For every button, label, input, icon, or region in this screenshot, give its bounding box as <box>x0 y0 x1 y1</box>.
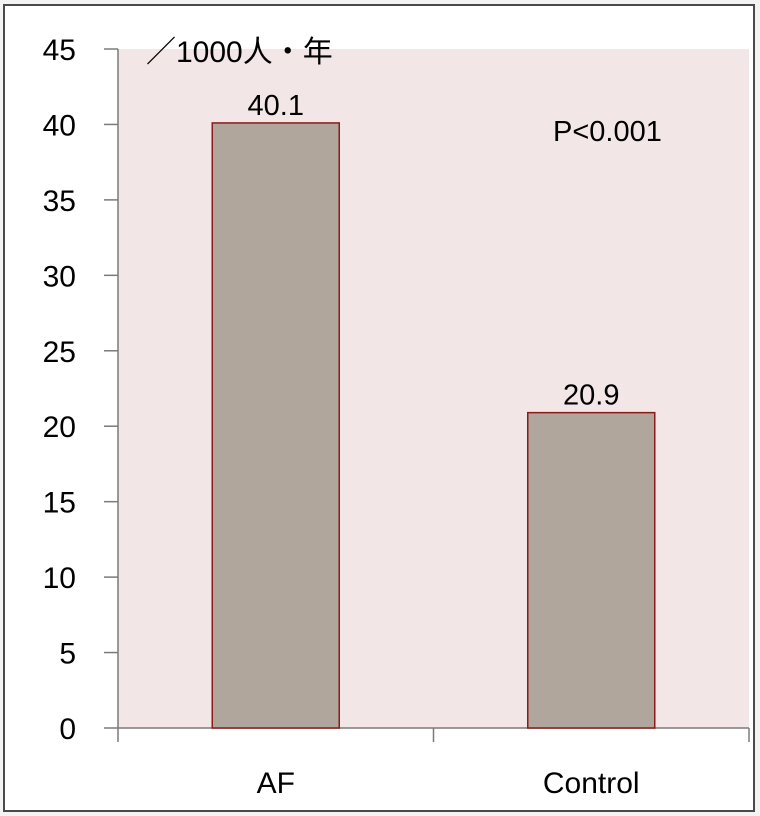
unit-label: ／1000人・年 <box>146 36 333 69</box>
y-tick-label: 30 <box>43 260 76 293</box>
x-category-label: Control <box>543 767 640 800</box>
bar-value-label: 20.9 <box>563 380 619 412</box>
y-tick-label: 5 <box>59 638 76 671</box>
bar-af <box>211 122 340 729</box>
y-tick-label: 10 <box>43 562 76 595</box>
x-axis: AF Control <box>117 727 750 800</box>
x-category-label: AF <box>257 767 295 800</box>
y-tick-label: 45 <box>43 34 76 67</box>
bar-control <box>527 411 656 729</box>
y-tick-label: 25 <box>43 336 76 369</box>
bar-value-label: 40.1 <box>248 90 304 122</box>
y-tick-label: 35 <box>43 185 76 218</box>
y-tick-label: 0 <box>59 713 76 746</box>
p-value-annotation: P<0.001 <box>553 116 662 148</box>
y-tick-label: 20 <box>43 411 76 444</box>
bars <box>211 122 656 729</box>
y-tick-label: 15 <box>43 487 76 520</box>
y-axis: 0 5 10 15 20 25 30 35 40 45 <box>43 34 119 746</box>
data-labels: 40.1 20.9 <box>248 90 620 412</box>
y-tick-label: 40 <box>43 109 76 142</box>
